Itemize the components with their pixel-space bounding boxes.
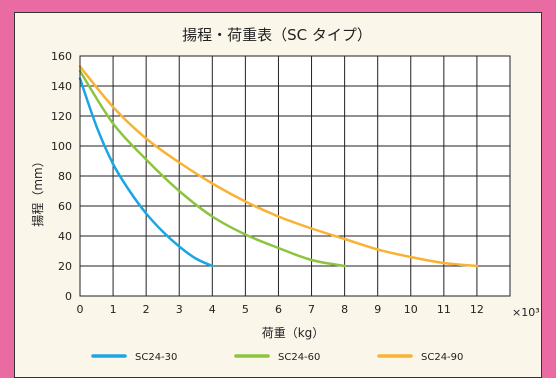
y-axis-label: 揚程（mm） [30,155,45,226]
series-line-sc24-90 [78,65,479,268]
x-multiplier-label: ×10³ [512,306,540,319]
y-tick-label: 140 [51,80,72,93]
plot-border [79,55,511,297]
x-tick-label: 5 [242,303,249,316]
legend-item-sc24-60-label: SC24-60 [278,352,320,363]
x-tick-label: 0 [77,303,84,316]
y-tick-labels: 0 20 40 60 80 100 120 140 160 [51,50,72,303]
y-tick-label: 20 [58,260,72,273]
y-tick-label: 0 [65,290,72,303]
y-tick-label: 80 [58,170,72,183]
series-line-sc24-30 [78,77,214,268]
x-tick-label: 11 [437,303,451,316]
series-layer [78,65,479,268]
y-tick-label: 120 [51,110,72,123]
y-tick-label: 40 [58,230,72,243]
legend-item-sc24-30-label: SC24-30 [135,352,177,363]
x-tick-label: 2 [143,303,150,316]
chart-title: 揚程・荷重表（SC タイプ） [182,26,372,44]
y-tick-label: 100 [51,140,72,153]
legend-item-sc24-90-label: SC24-90 [421,352,463,363]
y-tick-label: 160 [51,50,72,63]
x-tick-label: 3 [176,303,183,316]
x-axis-label: 荷重（kg） [262,326,325,340]
x-tick-labels: 0 1 2 3 4 5 6 7 8 9 10 11 12 [77,303,484,316]
x-tick-label: 10 [404,303,418,316]
x-tick-label: 4 [209,303,216,316]
series-line-sc24-60 [78,69,346,268]
legend: SC24-30 SC24-60 SC24-90 [91,352,463,363]
plot-area [78,55,511,297]
x-tick-label: 12 [470,303,484,316]
x-tick-label: 6 [275,303,282,316]
x-tick-label: 9 [374,303,381,316]
x-tick-label: 7 [308,303,315,316]
y-tick-label: 60 [58,200,72,213]
x-tick-label: 1 [110,303,117,316]
x-tick-label: 8 [341,303,348,316]
